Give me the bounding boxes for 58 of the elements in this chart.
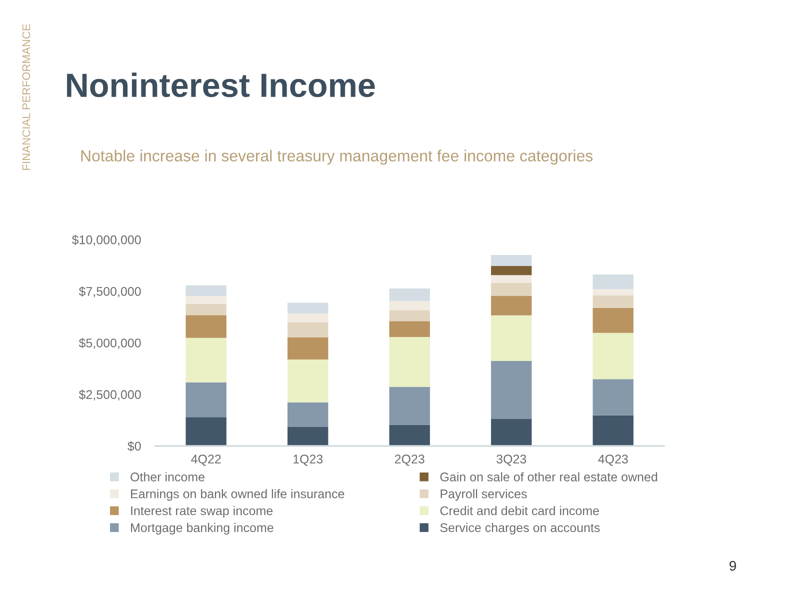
bar — [389, 310, 430, 322]
legend-label: Credit and debit card income — [440, 506, 599, 516]
bar — [592, 274, 634, 290]
y-tick-label: $0 — [128, 441, 141, 452]
bar — [389, 321, 430, 337]
bar — [287, 337, 328, 360]
bar — [491, 266, 532, 276]
bar — [389, 337, 430, 387]
x-tick-label: 2Q23 — [394, 454, 424, 466]
y-tick-label: $10,000,000 — [72, 234, 141, 246]
legend-label: Payroll services — [440, 489, 527, 501]
bar — [491, 315, 532, 361]
x-tick-label: 3Q23 — [496, 454, 526, 466]
legend-label: Earnings on bank owned life insurance — [131, 489, 344, 501]
bar — [186, 304, 226, 316]
legend-label: Gain on sale of other real estate owned — [440, 472, 658, 482]
bar — [491, 282, 532, 296]
bar — [287, 322, 328, 338]
bar — [491, 275, 532, 283]
bar — [186, 296, 226, 304]
bar — [186, 382, 226, 418]
chart-title: Noninterest Income — [67, 72, 375, 98]
legend-label: Mortgage banking income — [131, 522, 274, 535]
bar — [287, 426, 328, 446]
bar — [389, 386, 430, 425]
legend-label: Other income — [130, 472, 204, 482]
bar — [491, 360, 532, 419]
bar — [186, 417, 226, 446]
bar — [186, 338, 226, 382]
bar — [287, 313, 328, 322]
x-tick-label: 4Q22 — [191, 454, 221, 466]
bar — [186, 315, 226, 338]
legend-label: Service charges on accounts — [440, 522, 600, 535]
x-tick-label: 1Q23 — [294, 454, 323, 466]
bar — [287, 402, 328, 427]
bar — [287, 302, 328, 314]
bar — [592, 415, 634, 446]
bar — [592, 289, 634, 296]
bar — [592, 332, 634, 380]
y-tick-label: $7,500,000 — [78, 286, 141, 298]
bar — [389, 301, 430, 310]
chart-subtitle: Notable increase in several treasury management fee income categories — [81, 150, 593, 165]
bar — [491, 418, 532, 446]
bar — [592, 308, 634, 333]
text: FINANCIAL PERFORMANCE — [22, 24, 30, 170]
bar — [389, 288, 430, 302]
bar — [491, 296, 532, 316]
legend-label: Interest rate swap income — [131, 506, 273, 518]
bar — [389, 424, 430, 446]
bar — [491, 255, 532, 266]
bar — [186, 285, 226, 296]
x-tick-label: 4Q23 — [598, 454, 628, 466]
y-tick-label: $5,000,000 — [78, 338, 141, 349]
text: 9 — [730, 560, 736, 571]
bar — [287, 360, 328, 402]
y-tick-label: $2,500,000 — [78, 390, 141, 401]
bar — [592, 296, 634, 308]
bar — [592, 379, 634, 416]
